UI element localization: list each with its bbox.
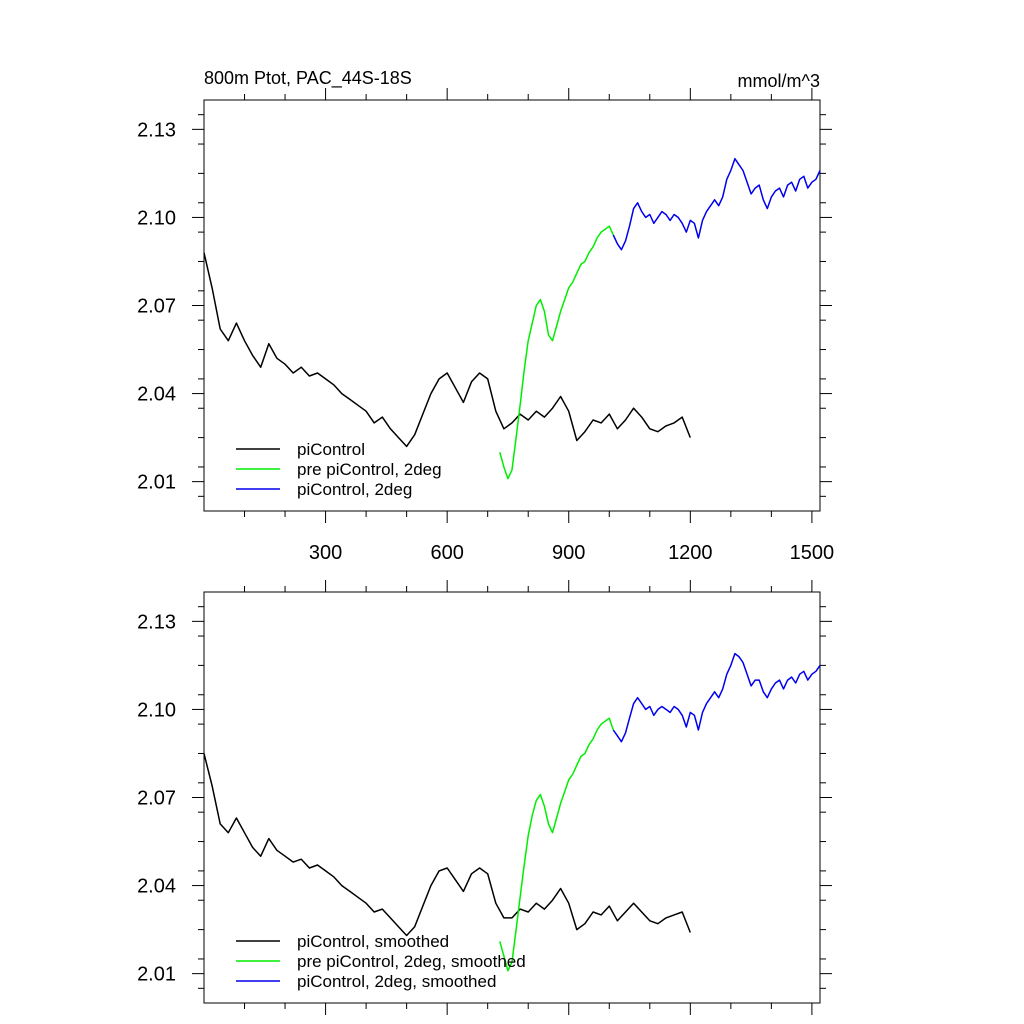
- y-tick-label: 2.01: [137, 964, 176, 986]
- y-tick-label: 2.04: [137, 876, 176, 898]
- y-tick-label: 2.07: [137, 296, 176, 318]
- series-line-2: [499, 717, 615, 972]
- x-tick-label: 900: [552, 542, 585, 564]
- legend-label: pre piControl, 2deg, smoothed: [297, 952, 526, 971]
- legend-label: piControl, 2deg, smoothed: [297, 972, 496, 991]
- legend-label: piControl: [297, 440, 365, 459]
- x-tick-label: 300: [309, 542, 342, 564]
- y-tick-label: 2.01: [137, 472, 176, 494]
- y-tick-label: 2.10: [137, 207, 176, 229]
- legend-label: pre piControl, 2deg: [297, 460, 442, 479]
- series-line-2: [499, 225, 614, 480]
- series-line-3: [612, 157, 821, 251]
- series-line-1: [203, 753, 691, 937]
- chart-panel-1: 2.01 2.04 2.07 2.10 2.13 300 600 900 1200 1500 piC…: [137, 88, 834, 564]
- series-line-1: [203, 252, 691, 448]
- chart-title: 800m Ptot, PAC_44S-18S: [204, 68, 412, 89]
- series-line-3: [612, 652, 821, 743]
- y-tick-label: 2.10: [137, 699, 176, 721]
- x-tick-label: 1200: [668, 542, 713, 564]
- x-tick-label: 600: [430, 542, 463, 564]
- y-tick-label: 2.07: [137, 788, 176, 810]
- x-tick-label: 1500: [790, 542, 835, 564]
- y-tick-label: 2.13: [137, 611, 176, 633]
- y-tick-label: 2.04: [137, 384, 176, 406]
- legend-label: piControl, 2deg: [297, 480, 412, 499]
- y-tick-label: 2.13: [137, 119, 176, 141]
- legend-label: piControl, smoothed: [297, 932, 449, 951]
- units-label: mmol/m^3: [738, 71, 820, 91]
